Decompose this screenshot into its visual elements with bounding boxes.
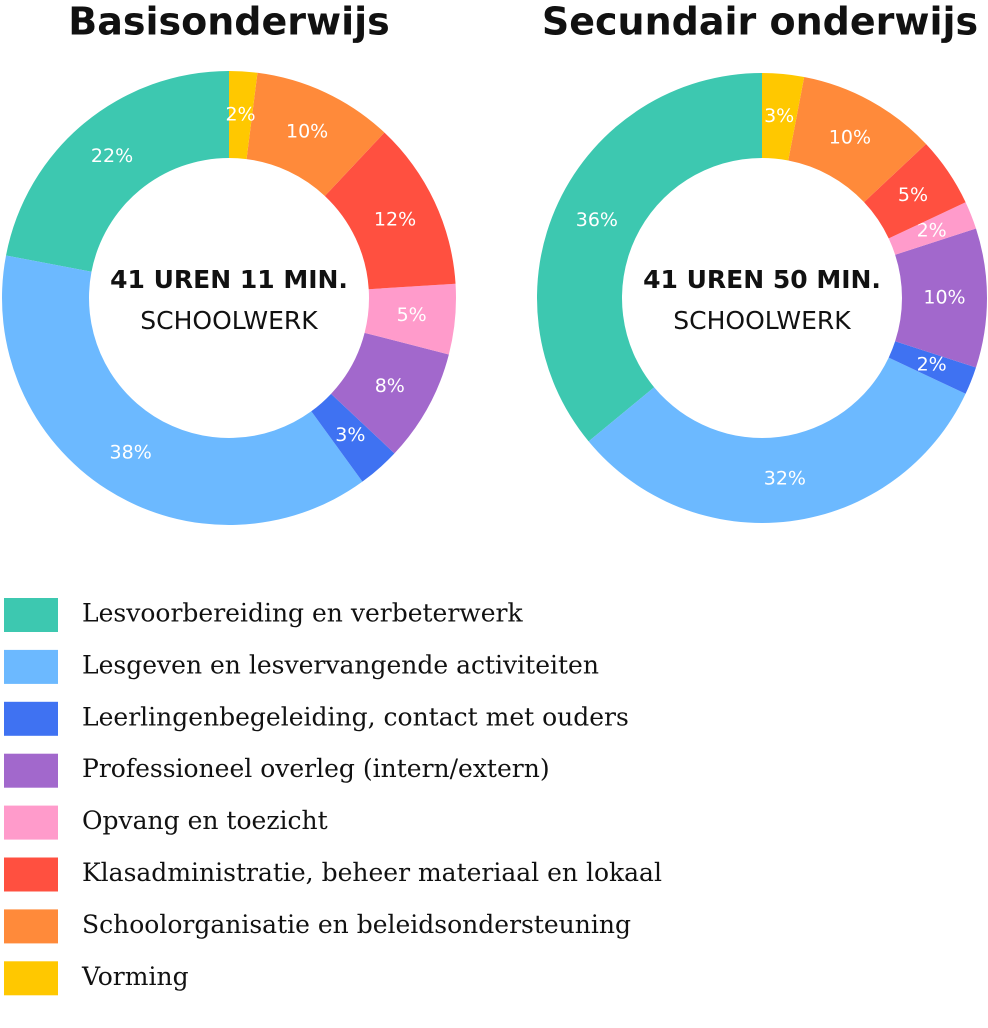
donut-slice xyxy=(364,283,456,355)
donut-slice xyxy=(864,143,966,239)
slice-label: 10% xyxy=(923,287,965,309)
legend-swatch xyxy=(4,961,58,996)
donut-slice xyxy=(311,393,395,482)
legend-swatch xyxy=(4,701,58,736)
donut-slice xyxy=(246,72,385,196)
legend-swatch xyxy=(4,598,58,632)
donut-slice xyxy=(324,132,456,290)
donut-slice xyxy=(229,71,258,160)
donut-slice xyxy=(762,73,805,161)
legend-label: Professioneel overleg (intern/extern) xyxy=(82,754,550,783)
donut-slice xyxy=(888,202,976,255)
donut-slice xyxy=(6,71,229,272)
slice-label: 8% xyxy=(375,375,405,397)
chart-title: Basisonderwijs xyxy=(68,0,390,44)
slice-label: 22% xyxy=(91,145,133,167)
slice-label: 2% xyxy=(917,354,947,376)
legend-label: Lesgeven en lesvervangende activiteiten xyxy=(82,650,599,679)
slice-label: 3% xyxy=(764,105,794,127)
legend-label: Opvang en toezicht xyxy=(82,806,328,835)
legend-swatch xyxy=(4,805,58,840)
legend-swatch xyxy=(4,857,58,892)
slice-label: 38% xyxy=(110,441,152,463)
donut-slice xyxy=(888,341,976,394)
legend-swatch xyxy=(4,909,58,944)
legend-label: Lesvoorbereiding en verbeterwerk xyxy=(82,599,523,628)
slice-label: 5% xyxy=(898,184,928,206)
donut-slice xyxy=(588,357,966,524)
slice-label: 36% xyxy=(576,209,618,231)
slice-label: 32% xyxy=(764,468,806,490)
center-sublabel: SCHOOLWERK xyxy=(673,306,851,335)
legend-label: Schoolorganisatie en beleidsondersteunin… xyxy=(82,910,631,939)
donut-slice xyxy=(1,255,363,525)
slice-label: 2% xyxy=(225,103,255,125)
center-sublabel: SCHOOLWERK xyxy=(140,306,318,335)
center-label: 41 UREN 50 MIN. xyxy=(643,265,881,294)
chart-title: Secundair onderwijs xyxy=(542,0,978,44)
slice-label: 10% xyxy=(286,120,328,142)
donut-slice xyxy=(536,73,762,442)
slice-label: 10% xyxy=(829,127,871,149)
legend-label: Klasadministratie, beheer materiaal en l… xyxy=(82,858,662,887)
legend-label: Vorming xyxy=(81,962,189,991)
legend-swatch xyxy=(4,753,58,788)
slice-label: 2% xyxy=(917,219,947,241)
legend-swatch xyxy=(4,649,58,684)
legend-label: Leerlingenbegeleiding, contact met ouder… xyxy=(82,702,629,731)
donut-slice xyxy=(895,228,988,368)
slice-label: 3% xyxy=(335,424,365,446)
center-label: 41 UREN 11 MIN. xyxy=(110,265,348,294)
donut-slice xyxy=(331,332,449,454)
slice-label: 5% xyxy=(397,304,427,326)
donut-slice xyxy=(788,76,927,203)
slice-label: 12% xyxy=(374,208,416,230)
